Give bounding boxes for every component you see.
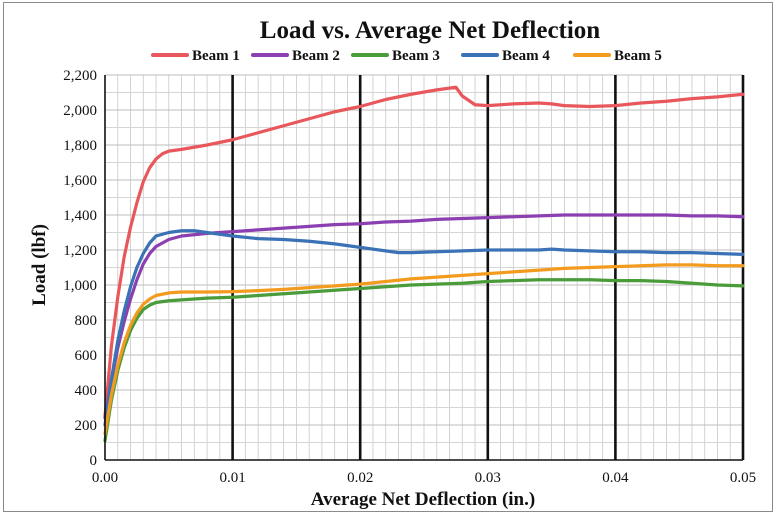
x-tick-label: 0.01 — [219, 470, 245, 486]
y-tick-label: 1,000 — [63, 278, 97, 294]
legend-label: Beam 1 — [192, 48, 240, 64]
x-axis-title: Average Net Deflection (in.) — [311, 489, 535, 510]
series-line-beam-3 — [103, 278, 745, 443]
chart-frame — [3, 2, 773, 512]
x-tick-label: 0.02 — [347, 470, 373, 486]
legend-label: Beam 3 — [392, 48, 440, 64]
y-tick-label: 1,800 — [63, 138, 97, 154]
series-line-beam-2 — [103, 213, 745, 420]
series-line-beam-4 — [103, 229, 745, 427]
y-tick-label: 800 — [75, 313, 98, 329]
legend-label: Beam 2 — [292, 48, 340, 64]
x-tick-label: 0.04 — [602, 470, 629, 486]
legend: Beam 1 Beam 2 Beam 3 Beam 4 Beam 5 — [151, 48, 662, 64]
y-tick-label: 2,200 — [63, 68, 97, 84]
gridlines — [105, 74, 745, 460]
y-tick-label: 600 — [75, 348, 98, 364]
series-line-beam-1 — [103, 85, 745, 418]
x-tick-label: 0.05 — [730, 470, 756, 486]
y-tick-label: 0 — [90, 453, 98, 469]
y-tick-label: 1,600 — [63, 173, 97, 189]
chart-title: Load vs. Average Net Deflection — [260, 17, 601, 44]
y-tick-label: 2,000 — [63, 103, 97, 119]
y-tick-label: 1,400 — [63, 208, 97, 224]
tick-labels: 0.00 0.01 0.02 0.03 0.04 0.05 0 200 400 600 800 1,0… — [63, 68, 756, 486]
axes — [104, 75, 743, 461]
y-tick-label: 200 — [75, 418, 98, 434]
legend-label: Beam 4 — [502, 48, 550, 64]
series-line-beam-5 — [103, 263, 745, 436]
x-tick-label: 0.00 — [92, 470, 118, 486]
legend-label: Beam 5 — [614, 48, 662, 64]
y-tick-label: 400 — [75, 383, 98, 399]
y-axis-title: Load (lbf) — [29, 224, 50, 306]
series-lines — [103, 85, 745, 443]
y-tick-label: 1,200 — [63, 243, 97, 259]
x-tick-label: 0.03 — [475, 470, 501, 486]
